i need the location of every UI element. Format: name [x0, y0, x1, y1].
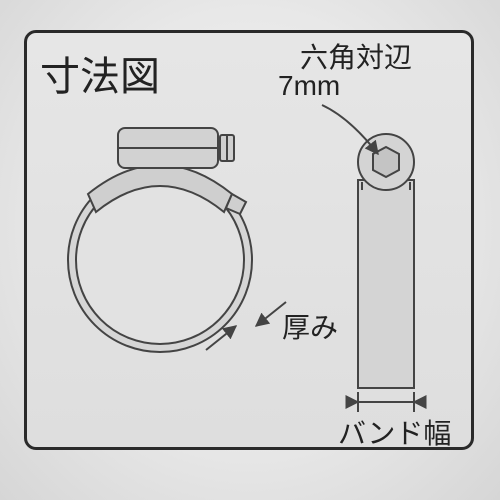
band-width-dim [346, 392, 426, 412]
front-view [68, 128, 252, 352]
side-view [358, 134, 414, 388]
thickness-label: 厚み [282, 306, 338, 346]
title-label: 寸法図 [40, 44, 160, 102]
hex-dim-label: 7mm [278, 70, 340, 102]
band-width-label: バンド幅 [338, 412, 451, 452]
